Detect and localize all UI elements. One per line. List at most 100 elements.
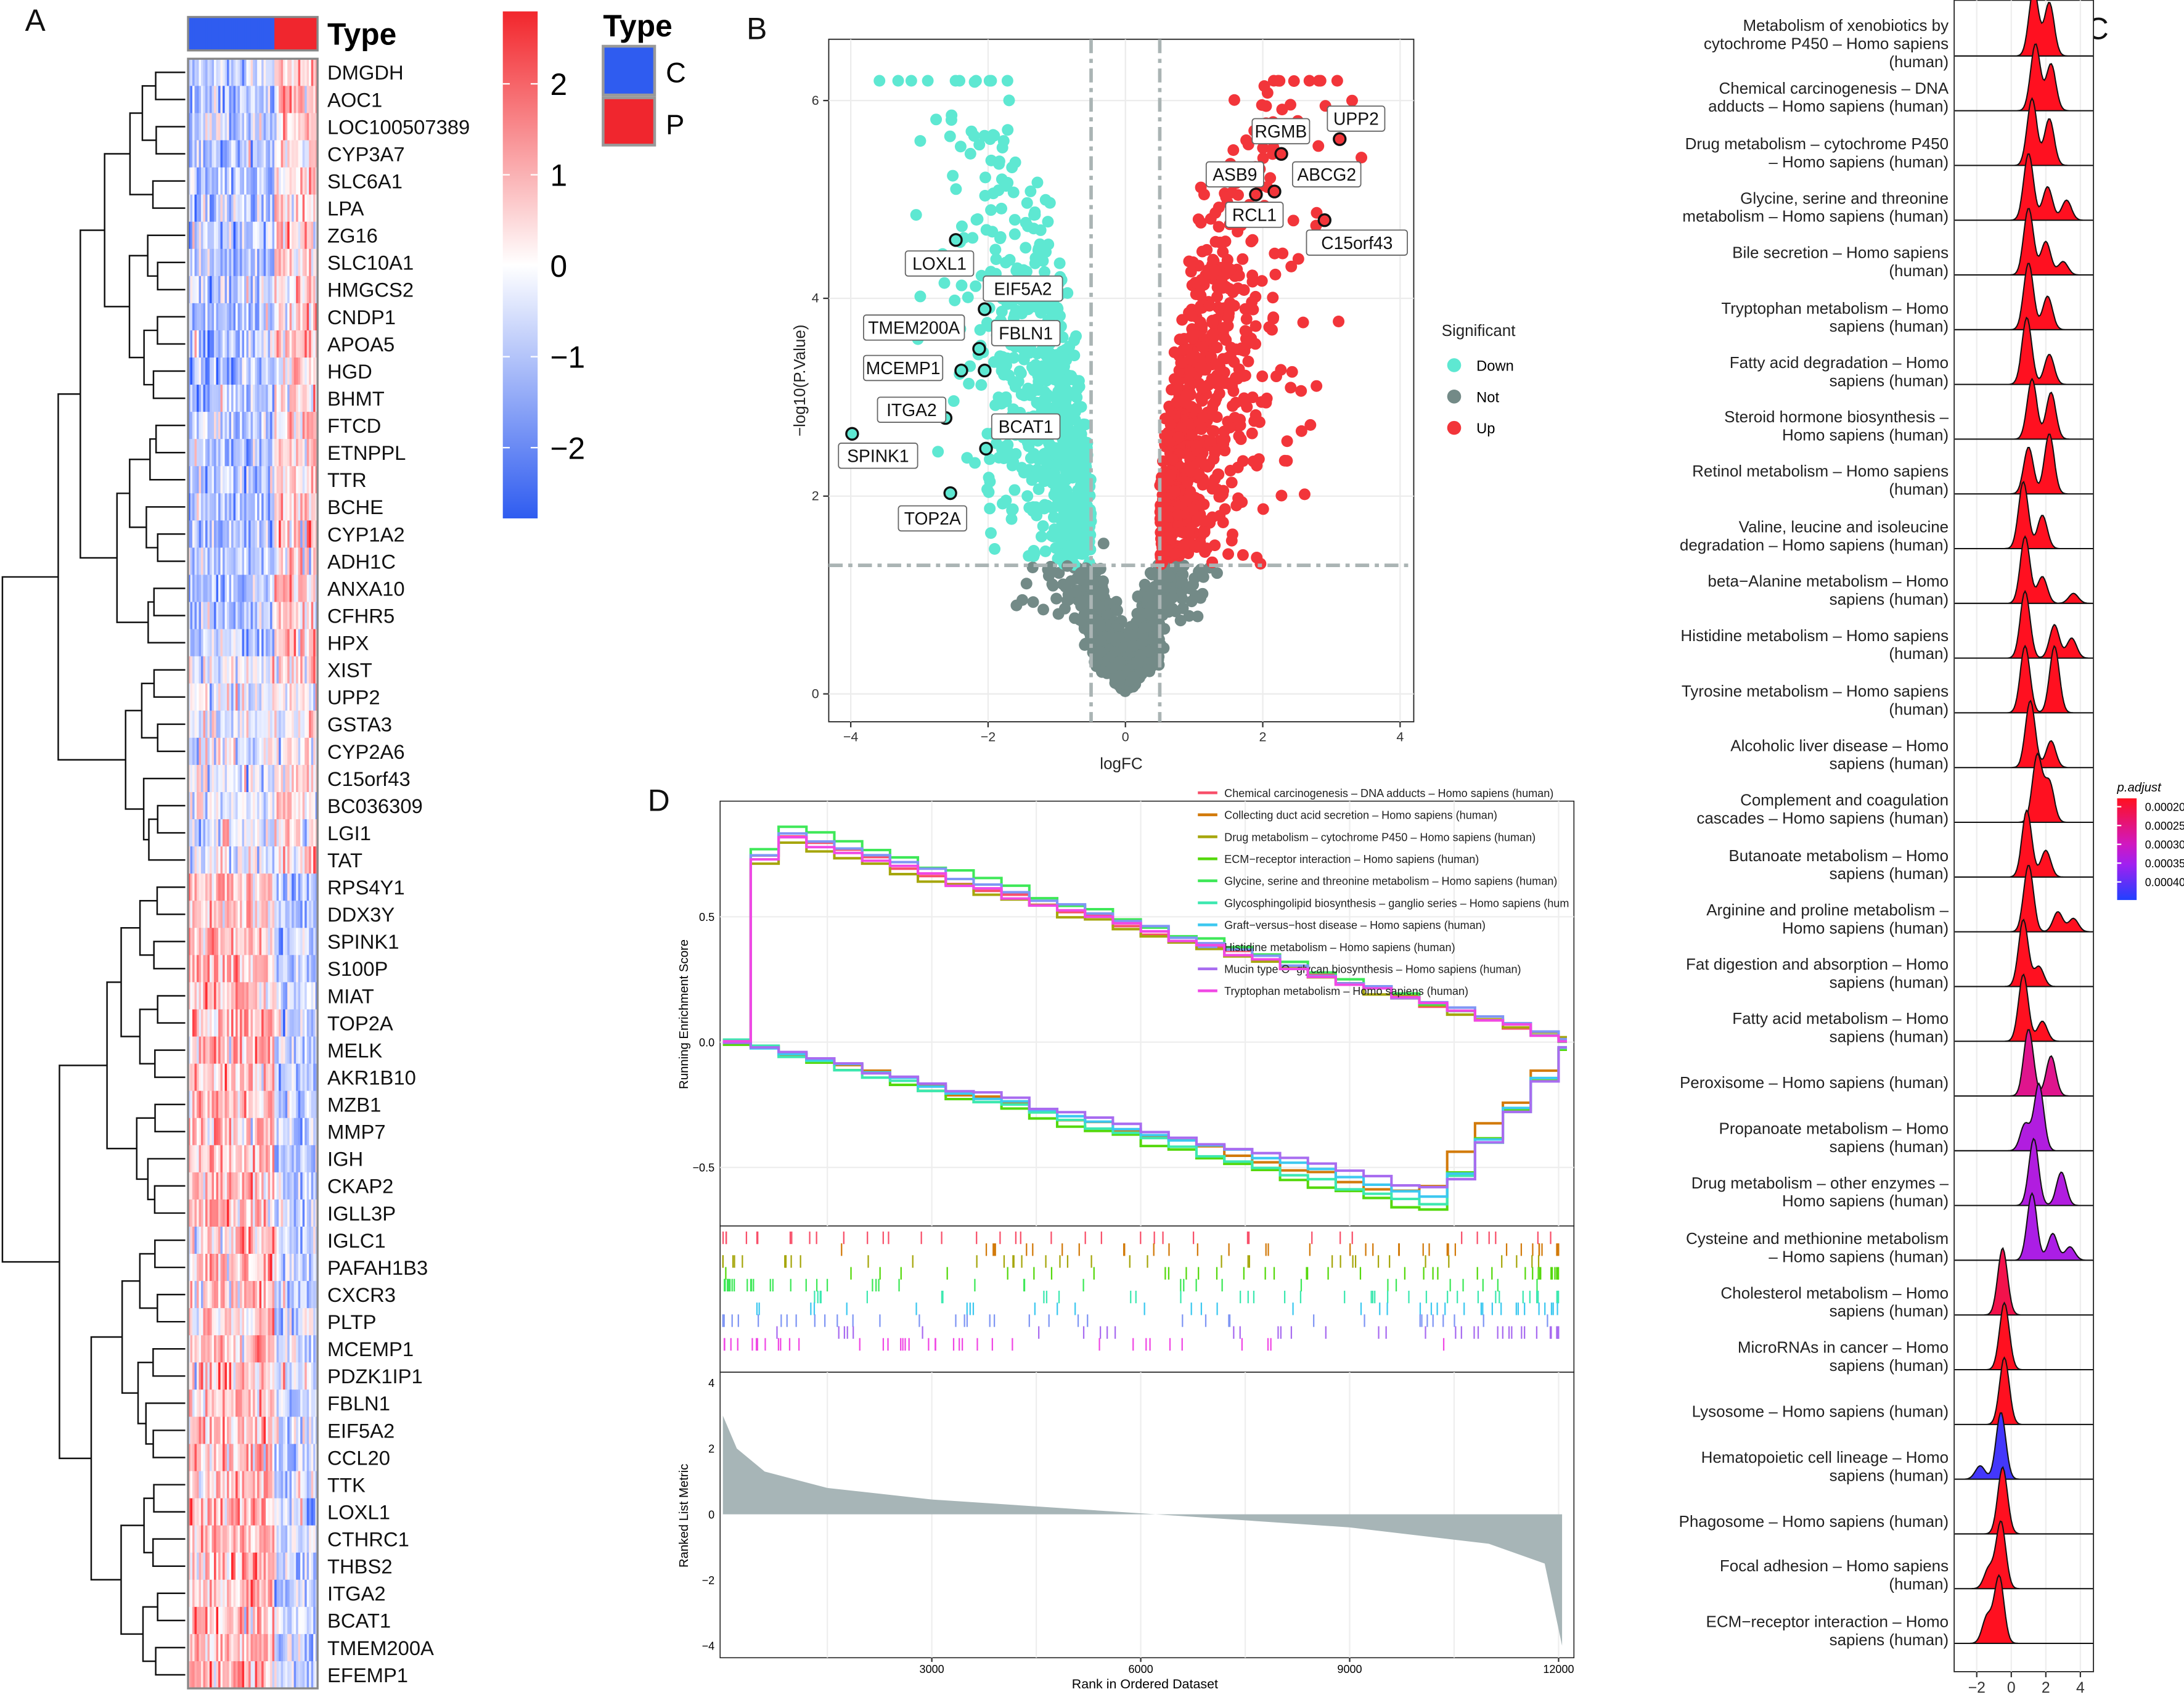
- heatmap-cell: [242, 873, 245, 901]
- heatmap-cell: [192, 602, 195, 630]
- heatmap-cell: [250, 1552, 253, 1580]
- heatmap-cell: [235, 1525, 239, 1553]
- heatmap-cell: [192, 276, 195, 304]
- heatmap-cell: [300, 764, 303, 793]
- heatmap-cell: [311, 1471, 314, 1499]
- heatmap-cell: [235, 955, 239, 983]
- heatmap-cell: [198, 1308, 202, 1336]
- heatmap-cell: [242, 1444, 245, 1472]
- heatmap-cell: [306, 303, 309, 331]
- heatmap-cell: [283, 1335, 286, 1363]
- gene-label: CYP3A7: [327, 142, 405, 165]
- heatmap-cell: [300, 1254, 303, 1282]
- heatmap-cell: [255, 1199, 258, 1227]
- heatmap-cell: [263, 221, 266, 250]
- heatmap-cell: [263, 819, 266, 847]
- heatmap-cell: [190, 330, 193, 358]
- heatmap-cell: [192, 303, 195, 331]
- heatmap-cell: [305, 955, 308, 983]
- dendrogram-branch: [80, 229, 117, 559]
- heatmap-cell: [192, 1172, 195, 1200]
- heatmap-cell: [201, 303, 204, 331]
- heatmap-cell: [248, 1362, 252, 1391]
- heatmap-cell: [248, 928, 252, 956]
- heatmap-cell: [257, 901, 260, 928]
- volcano-point: [947, 170, 959, 182]
- heatmap-cell: [300, 1362, 303, 1391]
- heatmap-cell: [246, 846, 249, 874]
- heatmap-cell: [242, 656, 245, 684]
- heatmap-cell: [287, 1172, 290, 1200]
- heatmap-cell: [263, 86, 266, 114]
- heatmap-cell: [311, 683, 314, 711]
- heatmap-cell: [311, 602, 314, 630]
- heatmap-cell: [293, 656, 297, 684]
- heatmap-cell: [203, 683, 206, 711]
- heatmap-cell: [205, 1063, 208, 1092]
- heatmap-cell: [201, 656, 204, 684]
- heatmap-cell: [237, 59, 240, 87]
- heatmap-cell: [305, 1118, 308, 1146]
- heatmap-cell: [289, 1525, 292, 1553]
- heatmap-cell: [203, 466, 206, 494]
- heatmap-cell: [237, 629, 240, 657]
- heatmap-cell: [259, 873, 262, 901]
- heatmap-cell: [220, 764, 223, 793]
- heatmap-cell: [285, 1199, 288, 1227]
- heatmap-cell: [198, 167, 202, 195]
- heatmap-cell: [250, 1335, 253, 1363]
- heatmap-cell: [235, 194, 239, 223]
- heatmap-cell: [280, 656, 284, 684]
- heatmap-cell: [255, 520, 258, 549]
- heatmap-cell: [244, 221, 247, 250]
- heatmap-cell: [214, 791, 217, 820]
- heatmap-cell: [218, 602, 221, 630]
- heatmap-cell: [268, 819, 271, 847]
- heatmap-cell: [268, 764, 271, 793]
- heatmap-cell: [214, 303, 217, 331]
- heatmap-cell: [211, 276, 215, 304]
- heatmap-cell: [257, 1362, 260, 1391]
- gene-label: THBS2: [327, 1555, 393, 1578]
- heatmap-cell: [300, 466, 303, 494]
- heatmap-cell: [237, 547, 240, 576]
- heatmap-cell: [242, 1308, 245, 1336]
- heatmap-cell: [279, 466, 282, 494]
- heatmap-cell: [190, 1552, 193, 1580]
- heatmap-cell: [268, 683, 271, 711]
- heatmap-cell: [223, 466, 226, 494]
- heatmap-cell: [218, 303, 221, 331]
- heatmap-cell: [313, 1634, 316, 1662]
- heatmap-cell: [246, 1009, 249, 1037]
- y-tick-label: 0: [812, 686, 819, 701]
- heatmap-cell: [259, 602, 262, 630]
- heatmap-cell: [296, 547, 299, 576]
- heatmap-cell: [296, 140, 299, 168]
- heatmap-cell: [224, 194, 227, 223]
- heatmap-cell: [293, 1606, 297, 1635]
- heatmap-cell: [309, 358, 312, 385]
- heatmap-cell: [255, 737, 258, 766]
- dendrogram-branch: [152, 180, 186, 209]
- heatmap-cell: [298, 1226, 301, 1254]
- heatmap-cell: [289, 1362, 292, 1391]
- heatmap-cell: [298, 1090, 301, 1119]
- heatmap-cell: [210, 1634, 213, 1662]
- heatmap-cell: [211, 683, 215, 711]
- heatmap-cell: [211, 1254, 215, 1282]
- heatmap-cell: [268, 1389, 271, 1418]
- heatmap-cell: [279, 1009, 282, 1037]
- heatmap-cell: [311, 140, 314, 168]
- heatmap-cell: [194, 194, 197, 223]
- heatmap-cell: [244, 493, 247, 521]
- heatmap-cell: [253, 59, 256, 87]
- type-bar-cell: [214, 17, 217, 51]
- heatmap-cell: [255, 1498, 258, 1526]
- heatmap-cell: [257, 140, 260, 168]
- volcano-point: [985, 75, 997, 87]
- heatmap-cell: [192, 221, 195, 250]
- heatmap-cell: [302, 1389, 305, 1418]
- heatmap-cell: [276, 358, 279, 385]
- heatmap-cell: [242, 982, 245, 1010]
- heatmap-cell: [283, 1525, 286, 1553]
